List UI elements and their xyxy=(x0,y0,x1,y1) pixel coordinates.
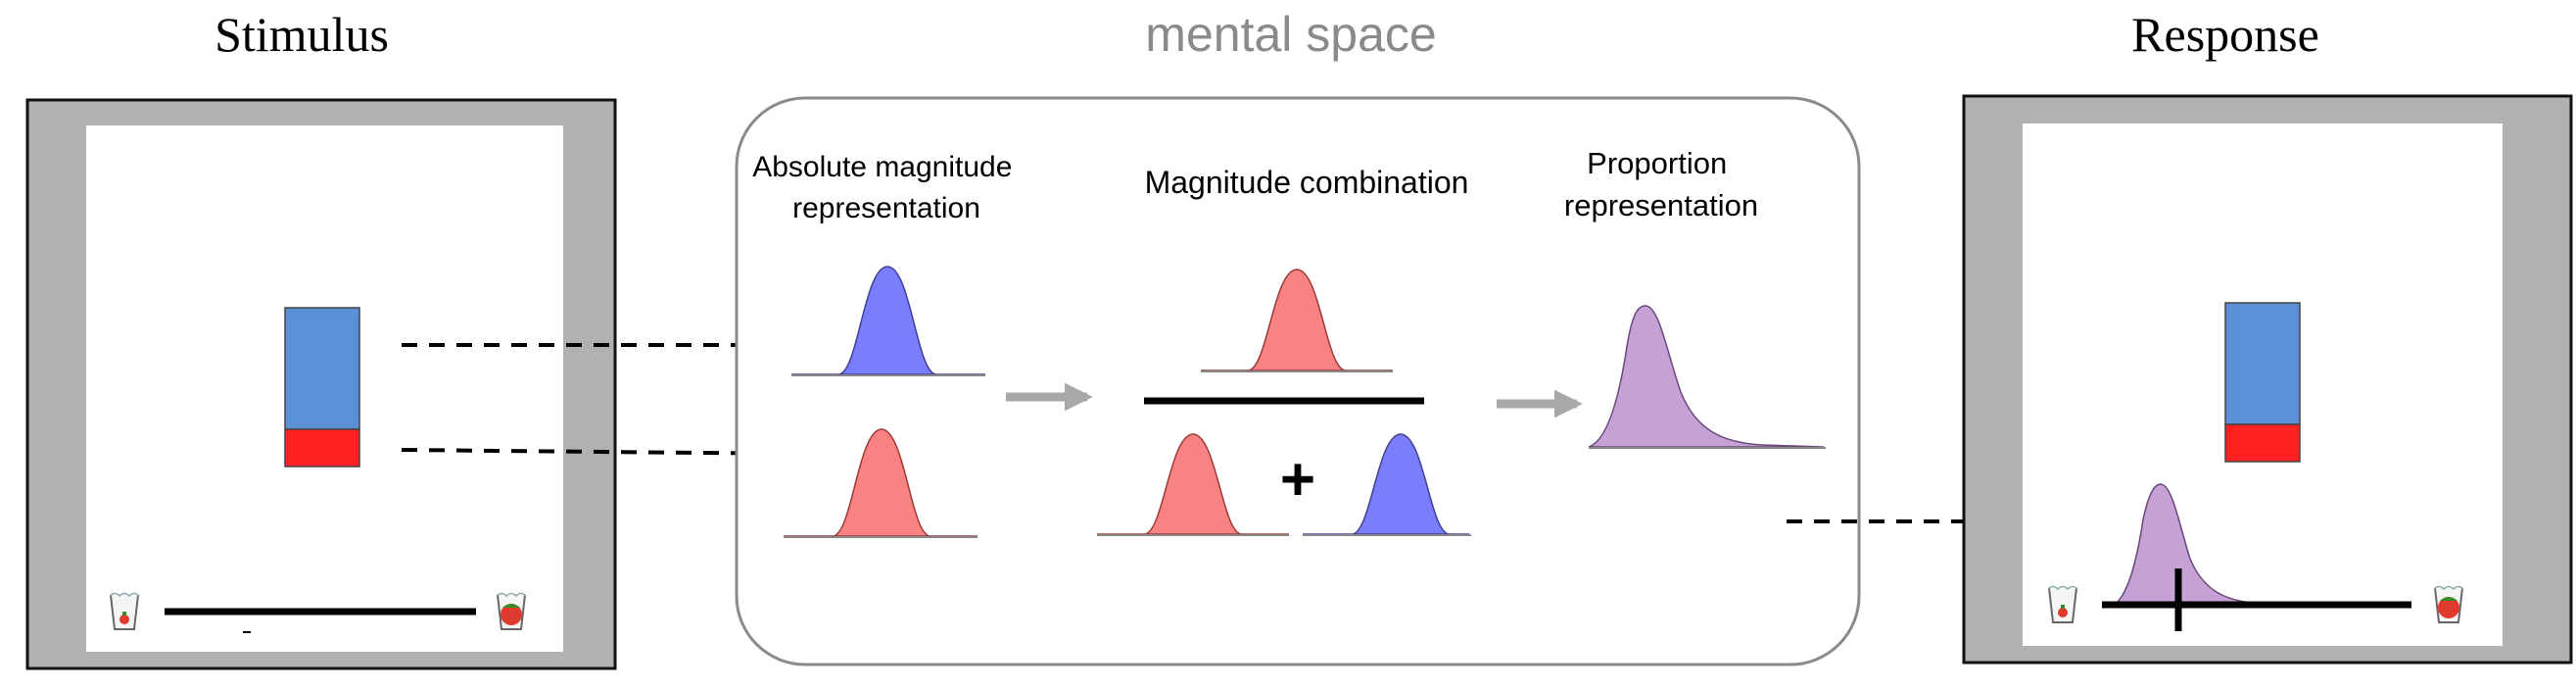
proportion-distribution xyxy=(1588,305,1826,449)
mental-space-title: mental space xyxy=(1145,7,1436,62)
denominator-blue-distribution xyxy=(1303,433,1471,536)
stimulus-title: Stimulus xyxy=(215,7,389,62)
response-estimate-distribution xyxy=(2111,483,2283,607)
denominator-red-distribution xyxy=(1097,433,1289,536)
response-title: Response xyxy=(2131,7,2319,62)
numerator-distribution xyxy=(1201,269,1393,372)
stimulus-bar-blue xyxy=(284,307,360,430)
blue-magnitude-distribution xyxy=(791,266,985,376)
stimulus-panel xyxy=(25,98,617,670)
response-bar-blue xyxy=(2224,302,2301,425)
full-glass-icon xyxy=(2433,585,2464,623)
stage-label-absolute: Absolute magnitude representation xyxy=(752,151,1021,224)
response-bar-red xyxy=(2224,423,2301,463)
full-glass-icon xyxy=(496,592,527,630)
red-magnitude-distribution xyxy=(784,428,978,538)
stage-label-proportion: Proportion representation xyxy=(1564,146,1758,222)
stimulus-bar-red xyxy=(284,428,360,468)
mental-space-box xyxy=(735,96,1861,666)
response-panel xyxy=(1962,94,2573,665)
empty-glass-icon xyxy=(2047,585,2078,623)
stage-label-combination: Magnitude combination xyxy=(1145,165,1469,200)
empty-glass-icon xyxy=(109,592,140,630)
plus-sign: + xyxy=(1280,446,1315,514)
